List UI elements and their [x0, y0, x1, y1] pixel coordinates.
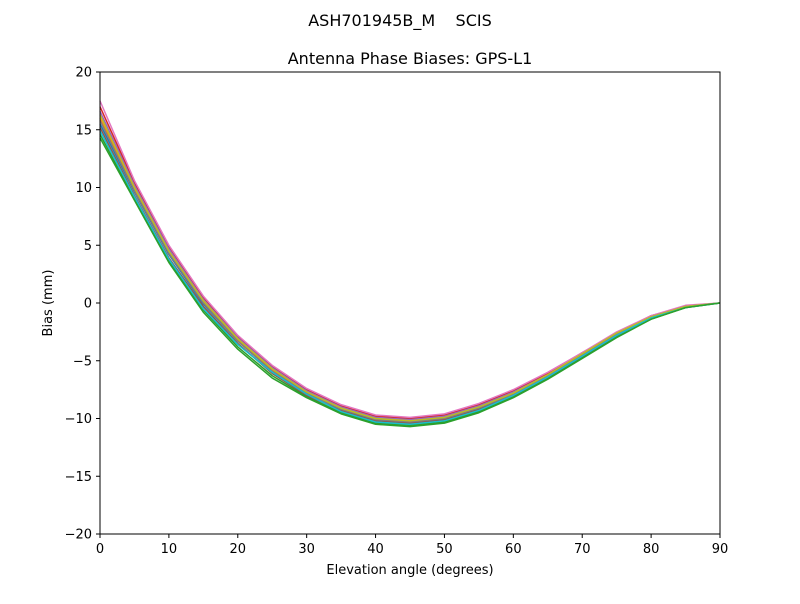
x-tick-label: 80 [643, 542, 660, 557]
x-tick-label: 90 [712, 542, 729, 557]
y-tick-label: 5 [84, 239, 92, 254]
series-line-3 [99, 134, 721, 427]
x-tick-label: 10 [161, 542, 178, 557]
x-axis-label: Elevation angle (degrees) [326, 563, 493, 578]
x-tick-label: 40 [367, 542, 384, 557]
chart-title: Antenna Phase Biases: GPS-L1 [288, 49, 533, 68]
y-tick-label: 20 [75, 66, 92, 81]
series-line-11 [99, 137, 721, 428]
y-tick-label: −10 [65, 412, 92, 427]
series-line-10 [99, 130, 721, 426]
y-axis-ticks: −20 −15 −10 −5 0 5 10 15 20 [65, 66, 100, 543]
figure-suptitle: ASH701945B_M SCIS [308, 11, 492, 31]
y-tick-label: 10 [75, 181, 92, 196]
x-tick-label: 50 [436, 542, 453, 557]
x-tick-label: 0 [96, 542, 104, 557]
x-tick-label: 60 [505, 542, 522, 557]
y-tick-label: 15 [75, 123, 92, 138]
y-axis-label: Bias (mm) [41, 270, 56, 337]
series-line-7 [99, 100, 721, 419]
y-tick-label: −5 [73, 354, 92, 369]
x-tick-label: 30 [298, 542, 315, 557]
y-tick-label: −20 [65, 528, 92, 543]
y-tick-label: 0 [84, 297, 92, 312]
x-axis-ticks: 0 10 20 30 40 50 60 70 80 90 [96, 534, 728, 557]
plot-area-frame [99, 71, 721, 535]
x-tick-label: 70 [574, 542, 591, 557]
y-tick-label: −15 [65, 470, 92, 485]
series-line-8 [99, 120, 721, 423]
series-line-9 [99, 114, 721, 422]
x-tick-label: 20 [230, 542, 247, 557]
series-lines [99, 100, 721, 428]
